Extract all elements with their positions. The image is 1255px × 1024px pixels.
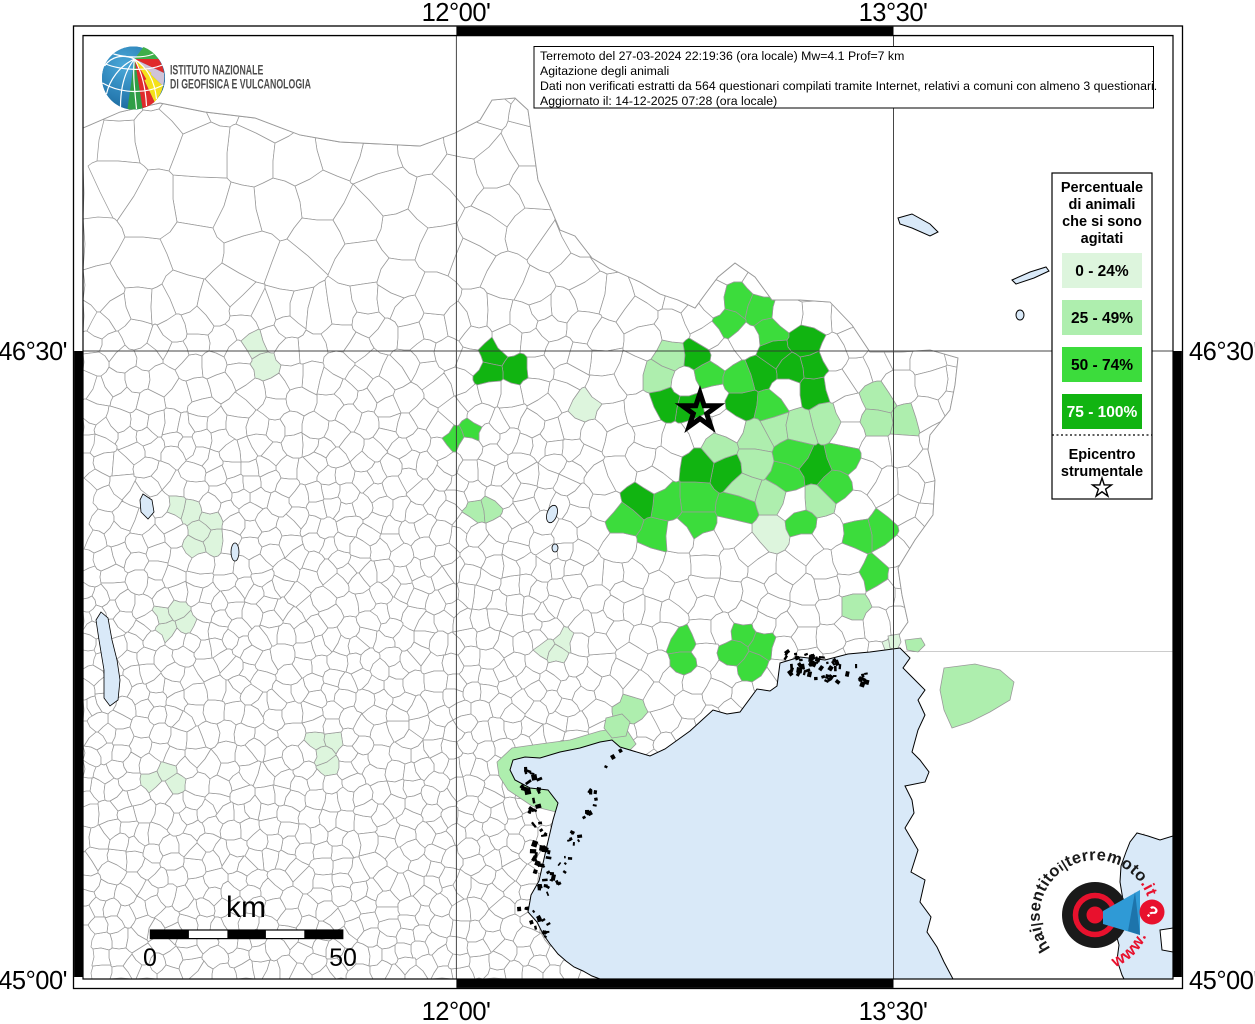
svg-text:di animali: di animali xyxy=(1069,197,1136,213)
svg-text:13°30': 13°30' xyxy=(859,998,928,1024)
svg-text:agitati: agitati xyxy=(1081,231,1124,247)
svg-text:che si sono: che si sono xyxy=(1062,214,1142,230)
svg-text:45°00': 45°00' xyxy=(1189,967,1255,995)
svg-text:12°00': 12°00' xyxy=(422,998,491,1024)
svg-text:DI GEOFISICA E VULCANOLOGIA: DI GEOFISICA E VULCANOLOGIA xyxy=(170,78,311,92)
svg-text:0: 0 xyxy=(143,944,157,972)
svg-text:46°30': 46°30' xyxy=(0,338,67,366)
svg-text:46°30': 46°30' xyxy=(1189,338,1255,366)
svg-text:ISTITUTO NAZIONALE: ISTITUTO NAZIONALE xyxy=(170,64,264,78)
svg-text:Terremoto del 27-03-2024 22:19: Terremoto del 27-03-2024 22:19:36 (ora l… xyxy=(540,49,904,63)
svg-text:Percentuale: Percentuale xyxy=(1061,180,1143,196)
svg-text:12°00': 12°00' xyxy=(422,0,491,27)
svg-text:50: 50 xyxy=(329,944,357,972)
svg-text:Epicentro: Epicentro xyxy=(1069,447,1136,463)
svg-text:km: km xyxy=(226,891,266,924)
svg-text:45°00': 45°00' xyxy=(0,967,67,995)
svg-text:25 - 49%: 25 - 49% xyxy=(1071,310,1133,327)
svg-text:75 - 100%: 75 - 100% xyxy=(1067,404,1138,421)
svg-text:strumentale: strumentale xyxy=(1061,464,1143,480)
svg-text:Aggiornato il: 14-12-2025 07:2: Aggiornato il: 14-12-2025 07:28 (ora loc… xyxy=(540,94,777,108)
svg-text:Dati non verificati estratti d: Dati non verificati estratti da 564 ques… xyxy=(540,79,1157,93)
svg-text:0 - 24%: 0 - 24% xyxy=(1075,263,1129,280)
svg-text:50 - 74%: 50 - 74% xyxy=(1071,357,1133,374)
svg-text:Agitazione degli animali: Agitazione degli animali xyxy=(540,64,669,78)
svg-text:13°30': 13°30' xyxy=(859,0,928,27)
